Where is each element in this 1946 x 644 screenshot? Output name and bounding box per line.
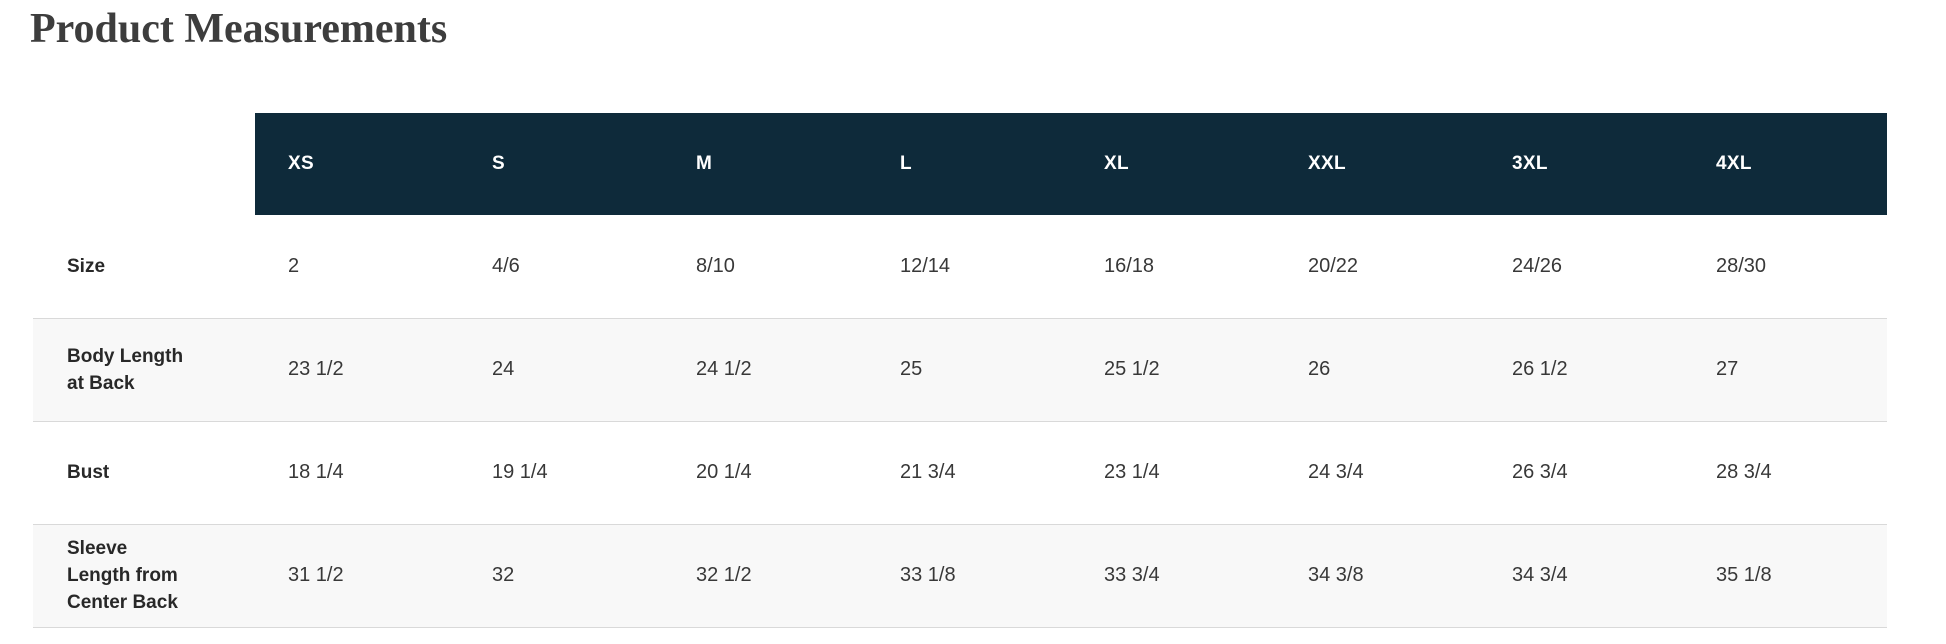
table-row-size: Size 2 4/6 8/10 12/14 16/18 20/22 24/26 … — [33, 215, 1887, 318]
table-cell: 23 1/2 — [288, 358, 344, 380]
table-cell: 32 — [492, 564, 515, 586]
table-cell: 23 1/4 — [1104, 461, 1160, 483]
page-title: Product Measurements — [30, 6, 448, 52]
column-header-3xl: 3XL — [1479, 113, 1683, 215]
row-label-size: Size — [67, 255, 106, 277]
column-header-l: L — [867, 113, 1071, 215]
table-cell: 18 1/4 — [288, 461, 344, 483]
row-label-body-length: Body Length at Back — [67, 345, 184, 394]
table-cell: 33 3/4 — [1104, 564, 1160, 586]
table-cell: 24 — [492, 358, 515, 380]
table-cell: 24 3/4 — [1308, 461, 1364, 483]
column-header-xs: XS — [255, 113, 459, 215]
table-cell: 26 1/2 — [1512, 358, 1568, 380]
table-row-bust: Bust 18 1/4 19 1/4 20 1/4 21 3/4 23 1/4 … — [33, 421, 1887, 524]
corner-cell — [33, 113, 255, 215]
table-cell: 2 — [288, 254, 300, 277]
table-cell: 16/18 — [1104, 254, 1155, 277]
table-cell: 20/22 — [1308, 254, 1359, 277]
table-cell: 24/26 — [1512, 254, 1563, 277]
table-cell: 26 — [1308, 358, 1331, 380]
table-cell: 35 1/8 — [1716, 564, 1772, 586]
table-cell: 25 1/2 — [1104, 358, 1160, 380]
header-row: XS S M L XL XXL 3XL 4XL — [33, 113, 1887, 215]
table-cell: 28/30 — [1716, 254, 1767, 277]
table-cell: 26 3/4 — [1512, 461, 1568, 483]
row-label-sleeve-length: Sleeve Length from Center Back — [67, 538, 178, 613]
table-cell: 34 3/8 — [1308, 564, 1364, 586]
table-cell: 25 — [900, 358, 923, 380]
row-label-bust: Bust — [67, 462, 110, 483]
column-header-s: S — [459, 113, 663, 215]
column-header-4xl: 4XL — [1683, 113, 1887, 215]
table-cell: 21 3/4 — [900, 461, 956, 483]
table-cell: 20 1/4 — [696, 461, 752, 483]
table-cell: 24 1/2 — [696, 358, 752, 380]
table-cell: 33 1/8 — [900, 564, 956, 586]
measurements-table: XS S M L XL XXL 3XL 4XL Size 2 4/6 8/10 … — [33, 113, 1887, 628]
table-cell: 19 1/4 — [492, 461, 548, 483]
table-cell: 12/14 — [900, 254, 951, 277]
table-cell: 34 3/4 — [1512, 564, 1568, 586]
table-row-sleeve-length: Sleeve Length from Center Back 31 1/2 32… — [33, 524, 1887, 627]
column-header-xl: XL — [1071, 113, 1275, 215]
table-cell: 4/6 — [492, 254, 520, 277]
column-header-xxl: XXL — [1275, 113, 1479, 215]
column-header-m: M — [663, 113, 867, 215]
table-cell: 28 3/4 — [1716, 461, 1772, 483]
table-cell: 32 1/2 — [696, 564, 752, 586]
table-row-body-length: Body Length at Back 23 1/2 24 24 1/2 25 … — [33, 318, 1887, 421]
table-cell: 27 — [1716, 358, 1739, 380]
table-cell: 31 1/2 — [288, 564, 344, 586]
table-cell: 8/10 — [696, 254, 735, 277]
